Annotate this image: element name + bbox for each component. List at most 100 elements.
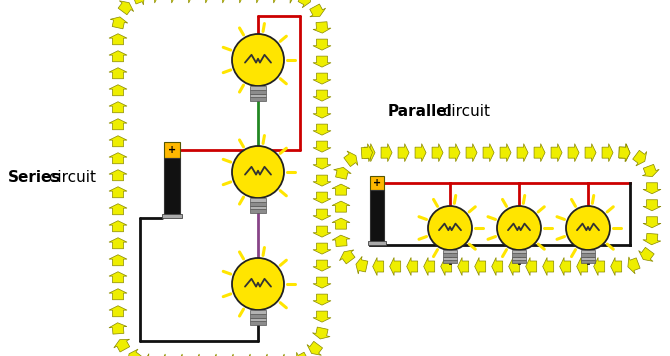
Polygon shape <box>313 56 331 67</box>
Polygon shape <box>415 144 426 162</box>
Polygon shape <box>577 257 588 276</box>
Polygon shape <box>313 260 331 271</box>
Ellipse shape <box>232 258 284 310</box>
Bar <box>368 241 386 245</box>
Polygon shape <box>441 257 452 276</box>
Polygon shape <box>517 144 528 162</box>
Polygon shape <box>212 354 223 356</box>
Text: circuit: circuit <box>438 104 490 119</box>
Polygon shape <box>109 68 127 79</box>
Polygon shape <box>390 257 401 276</box>
Polygon shape <box>398 144 409 162</box>
Bar <box>249 209 267 213</box>
Polygon shape <box>178 354 189 356</box>
Bar <box>249 310 267 314</box>
Polygon shape <box>263 354 274 356</box>
Polygon shape <box>526 257 537 276</box>
Polygon shape <box>109 289 127 300</box>
Polygon shape <box>432 144 443 162</box>
Polygon shape <box>334 167 351 179</box>
Polygon shape <box>283 0 295 3</box>
Ellipse shape <box>232 146 284 198</box>
Polygon shape <box>632 150 647 166</box>
Polygon shape <box>492 257 502 276</box>
Polygon shape <box>344 151 358 167</box>
Polygon shape <box>109 34 127 45</box>
Polygon shape <box>109 221 127 232</box>
Polygon shape <box>618 144 630 162</box>
Polygon shape <box>165 0 176 3</box>
Polygon shape <box>332 184 350 195</box>
Polygon shape <box>313 107 331 118</box>
Polygon shape <box>568 144 579 162</box>
Polygon shape <box>313 311 331 322</box>
Polygon shape <box>109 255 127 266</box>
Bar <box>249 90 267 94</box>
Polygon shape <box>313 90 331 101</box>
Polygon shape <box>109 187 127 198</box>
Bar <box>249 318 267 321</box>
Polygon shape <box>483 144 494 162</box>
Bar <box>249 202 267 205</box>
Bar <box>249 205 267 209</box>
Polygon shape <box>312 327 330 339</box>
Polygon shape <box>313 209 331 220</box>
Polygon shape <box>639 247 654 261</box>
Polygon shape <box>109 306 127 317</box>
Ellipse shape <box>566 206 610 250</box>
Bar <box>249 321 267 325</box>
Polygon shape <box>132 0 144 5</box>
Polygon shape <box>109 238 127 249</box>
Polygon shape <box>407 257 417 276</box>
Bar <box>512 257 526 260</box>
Bar <box>581 257 595 260</box>
Polygon shape <box>610 257 622 276</box>
Polygon shape <box>246 354 257 356</box>
Text: +: + <box>373 178 381 188</box>
Polygon shape <box>109 119 127 130</box>
Bar <box>164 142 180 158</box>
Polygon shape <box>643 164 659 177</box>
Polygon shape <box>109 323 127 334</box>
Polygon shape <box>466 144 477 162</box>
Polygon shape <box>543 257 553 276</box>
Polygon shape <box>643 200 661 211</box>
Bar <box>370 176 384 190</box>
Polygon shape <box>109 204 127 215</box>
Text: +: + <box>168 145 176 155</box>
Bar <box>370 190 384 241</box>
Polygon shape <box>643 234 661 245</box>
Polygon shape <box>534 144 545 162</box>
Polygon shape <box>267 0 278 3</box>
Polygon shape <box>127 349 141 356</box>
Polygon shape <box>559 257 571 276</box>
Polygon shape <box>332 218 350 229</box>
Polygon shape <box>423 257 435 276</box>
Bar <box>249 198 267 202</box>
Polygon shape <box>195 354 206 356</box>
Polygon shape <box>298 0 311 8</box>
Bar <box>581 250 595 253</box>
Polygon shape <box>643 217 661 228</box>
Bar <box>512 250 526 253</box>
Polygon shape <box>364 144 375 162</box>
Bar <box>443 253 457 257</box>
Polygon shape <box>313 73 331 84</box>
Polygon shape <box>381 144 392 162</box>
Polygon shape <box>585 144 596 162</box>
Polygon shape <box>313 277 331 288</box>
Polygon shape <box>313 192 331 203</box>
Polygon shape <box>109 51 127 62</box>
Polygon shape <box>373 257 384 276</box>
Polygon shape <box>109 102 127 113</box>
Polygon shape <box>332 235 350 246</box>
Polygon shape <box>602 144 613 162</box>
Polygon shape <box>199 0 210 3</box>
Bar <box>443 257 457 260</box>
Polygon shape <box>313 158 331 169</box>
Polygon shape <box>458 257 469 276</box>
Polygon shape <box>313 39 331 50</box>
Bar <box>581 260 595 263</box>
Polygon shape <box>313 294 331 305</box>
Ellipse shape <box>232 34 284 86</box>
